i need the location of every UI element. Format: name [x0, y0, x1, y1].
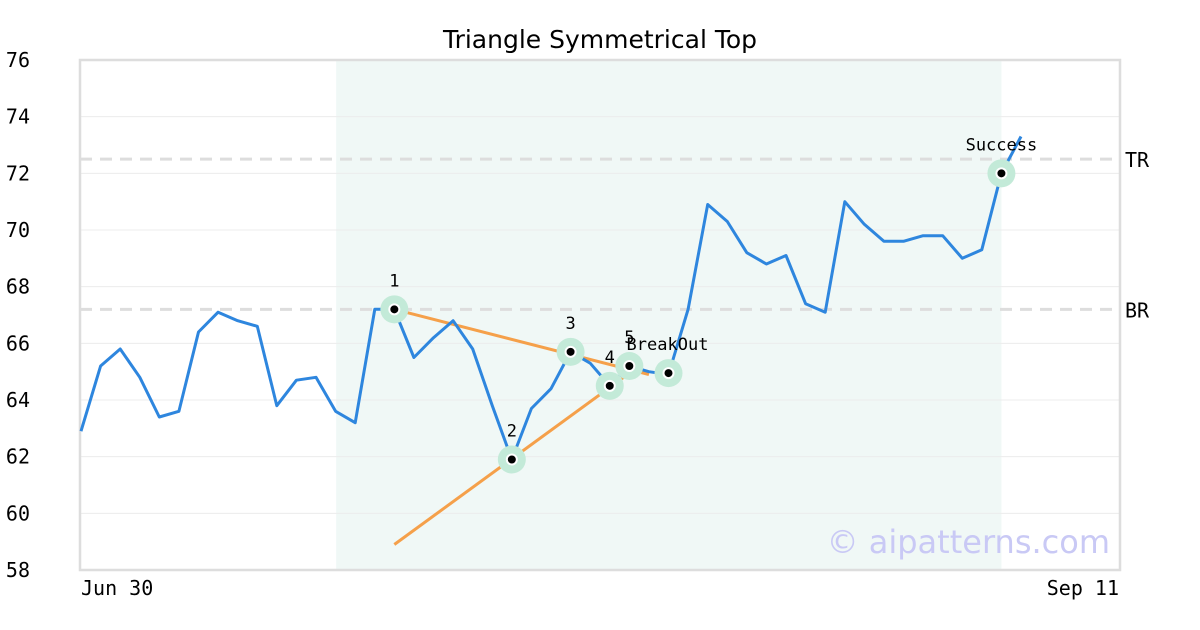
y-tick-label: 74 — [6, 105, 30, 129]
y-axis-ticks: 58 60 62 64 66 68 70 72 74 76 — [6, 48, 30, 582]
y-tick-label: 66 — [6, 331, 30, 355]
x-tick-last: Sep 11 — [1047, 576, 1119, 600]
y-tick-label: 62 — [6, 445, 30, 469]
pivot-dot — [603, 379, 616, 392]
y-tick-label: 76 — [6, 48, 30, 72]
y-tick-label: 60 — [6, 501, 30, 525]
pivot-label: 4 — [605, 348, 615, 368]
highlight-region — [336, 60, 1002, 570]
watermark: © aipatterns.com — [827, 523, 1110, 561]
pivot-dot — [388, 303, 401, 316]
pivot-label: 2 — [507, 422, 517, 442]
y-tick-label: 64 — [6, 388, 30, 412]
x-tick-first: Jun 30 — [81, 576, 153, 600]
trendline — [393, 307, 650, 376]
plot-frame — [78, 58, 1122, 572]
pivot-label: BreakOut — [627, 335, 709, 355]
pivot-dot — [564, 345, 577, 358]
y-tick-label: 68 — [6, 275, 30, 299]
y-tick-label: 72 — [6, 161, 30, 185]
pivot-label: Success — [966, 135, 1038, 155]
pivot-label: 1 — [389, 271, 399, 291]
pivot-dot — [995, 167, 1008, 180]
price-line — [79, 135, 1023, 461]
chart-title: Triangle Symmetrical Top — [442, 25, 757, 54]
y-tick-label: 70 — [6, 218, 30, 242]
level-label: BR — [1125, 298, 1150, 322]
level-label: TR — [1125, 148, 1150, 172]
pivot-dot — [505, 453, 518, 466]
pivot-dot — [662, 367, 675, 380]
level-lines: TR BR — [80, 148, 1150, 322]
y-tick-label: 58 — [6, 558, 30, 582]
pivot-label: 5 — [624, 328, 634, 348]
pivot-dot — [623, 360, 636, 372]
pivot-label: 3 — [565, 314, 575, 334]
